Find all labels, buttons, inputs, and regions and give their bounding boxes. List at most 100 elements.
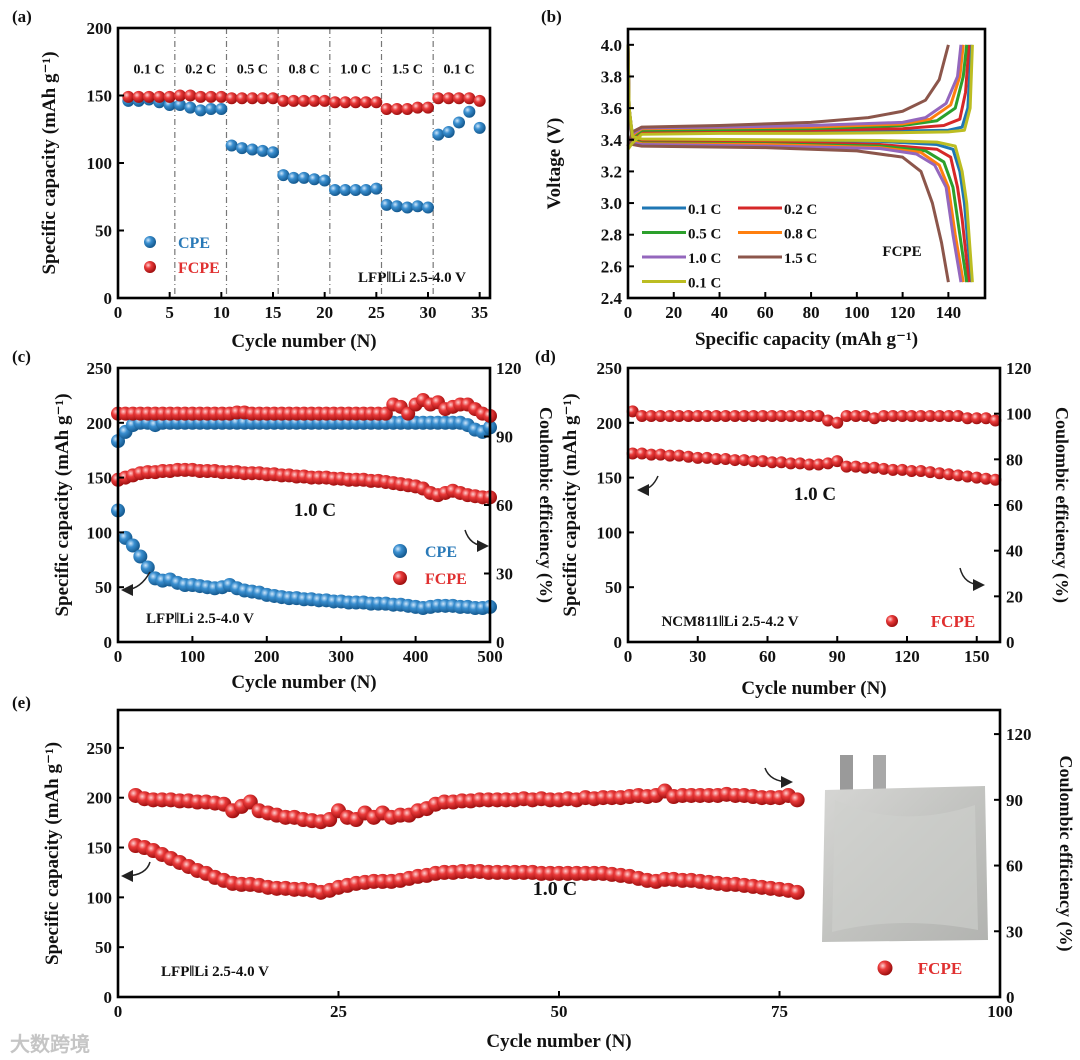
y2-tick-label: 60: [496, 496, 513, 515]
y2-tick-label: 20: [1006, 587, 1023, 606]
data-point: [924, 466, 937, 479]
data-point: [980, 412, 993, 425]
y-tick-label: 3.6: [601, 99, 622, 118]
y-tick-label: 0: [104, 988, 113, 1007]
data-point: [989, 414, 1002, 427]
data-point: [380, 103, 393, 115]
rate-label: 0.8 C: [288, 63, 319, 78]
rate-label: 0.1 C: [443, 63, 474, 78]
panel-b: (b) 0 20 40 60 80 100 120 140 2.4 2.6 2.8 3.0 3.2 3.4 3…: [541, 7, 987, 350]
data-point: [246, 143, 259, 156]
x-tick-label: 80: [803, 303, 820, 322]
y-tick-label: 3.8: [601, 67, 622, 86]
rate-label: 0.5 C: [237, 63, 268, 78]
data-point: [905, 465, 918, 478]
data-point: [905, 409, 918, 422]
data-point: [215, 90, 228, 103]
y2-axis-label: Coulombic efficiency (%): [1051, 407, 1072, 603]
y-tick-label: 200: [87, 19, 113, 38]
data-point: [789, 792, 805, 808]
data-point: [887, 409, 900, 422]
series-fcpe: [111, 462, 497, 505]
data-point: [821, 457, 834, 470]
legend-label: FCPE: [425, 571, 467, 588]
data-point: [391, 103, 403, 115]
plot-frame: [626, 27, 987, 300]
y-tick-label: 50: [95, 938, 112, 957]
x-tick-label: 120: [890, 303, 916, 322]
data-point: [719, 409, 732, 422]
x-tick-label: 60: [757, 303, 774, 322]
data-point: [673, 449, 686, 462]
y-axis-label: Voltage (V): [544, 118, 565, 210]
panel-e: (e)0 25 50 75 1000501001502002500306090120Co…: [12, 693, 1076, 1052]
data-point: [140, 560, 155, 575]
data-point: [318, 94, 331, 107]
axis-arrow-icon: [121, 861, 151, 882]
data-point: [701, 409, 714, 422]
data-point: [473, 121, 486, 134]
axis-arrow-icon: [464, 529, 489, 552]
data-point: [339, 184, 352, 196]
axis-arrow-icon: [637, 475, 659, 496]
x-tick-label: 100: [180, 647, 206, 666]
data-point: [840, 460, 853, 473]
data-point: [821, 414, 834, 427]
data-point: [329, 96, 341, 109]
y2-tick-label: 30: [1006, 922, 1023, 941]
data-point: [370, 96, 383, 109]
data-point: [933, 467, 946, 480]
data-point: [370, 182, 383, 195]
legend-marker: [144, 236, 156, 248]
data-point: [812, 458, 825, 471]
data-point: [756, 455, 769, 468]
y2-tick-label: 30: [496, 565, 513, 584]
data-point: [391, 200, 403, 213]
watermark: 大数跨境: [10, 1032, 90, 1056]
data-point: [125, 538, 140, 553]
y2-tick-label: 80: [1006, 450, 1023, 469]
series-cpe: [111, 503, 497, 616]
data-point: [738, 454, 751, 467]
data-point: [246, 92, 259, 105]
data-point: [401, 103, 414, 115]
data-point: [896, 463, 909, 476]
y-tick-label: 200: [597, 414, 623, 433]
data-point: [877, 462, 890, 475]
data-point: [942, 468, 955, 481]
data-point: [184, 89, 197, 102]
data-point: [360, 184, 372, 196]
rate-label: 1.0 C: [294, 500, 336, 521]
data-point: [626, 447, 639, 460]
data-point: [133, 549, 148, 564]
y-axis-label: Specific capacity (mAh g⁻¹): [560, 393, 581, 616]
rate-label: 1.0 C: [340, 63, 371, 78]
x-tick-label: 100: [987, 1002, 1013, 1021]
data-point: [236, 142, 248, 155]
x-tick-label: 60: [759, 647, 776, 666]
panel-label: (d): [535, 347, 556, 366]
data-point: [308, 94, 321, 107]
panel-label: (c): [12, 347, 31, 366]
data-point: [298, 94, 310, 107]
data-point: [784, 409, 797, 422]
x-tick-label: 30: [420, 303, 437, 322]
y2-axis-label: Coulombic efficiency (%): [535, 407, 556, 603]
data-point: [626, 405, 639, 418]
data-point: [184, 101, 197, 114]
electrolyte-label: FCPE: [882, 244, 921, 260]
y2-axis-label: Coulombic efficiency (%): [1055, 756, 1076, 952]
data-point: [784, 457, 797, 470]
y2-tick-label: 90: [496, 428, 513, 447]
data-point: [961, 412, 974, 425]
data-point: [463, 92, 476, 105]
legend-label: 1.5 C: [784, 251, 817, 267]
data-point: [473, 94, 486, 107]
data-point: [205, 90, 217, 103]
data-point: [411, 101, 424, 114]
data-point: [728, 409, 741, 422]
data-point: [277, 94, 290, 107]
x-tick-label: 140: [936, 303, 962, 322]
series-fcpe: [128, 838, 805, 900]
series-fcpe: [626, 447, 1002, 486]
